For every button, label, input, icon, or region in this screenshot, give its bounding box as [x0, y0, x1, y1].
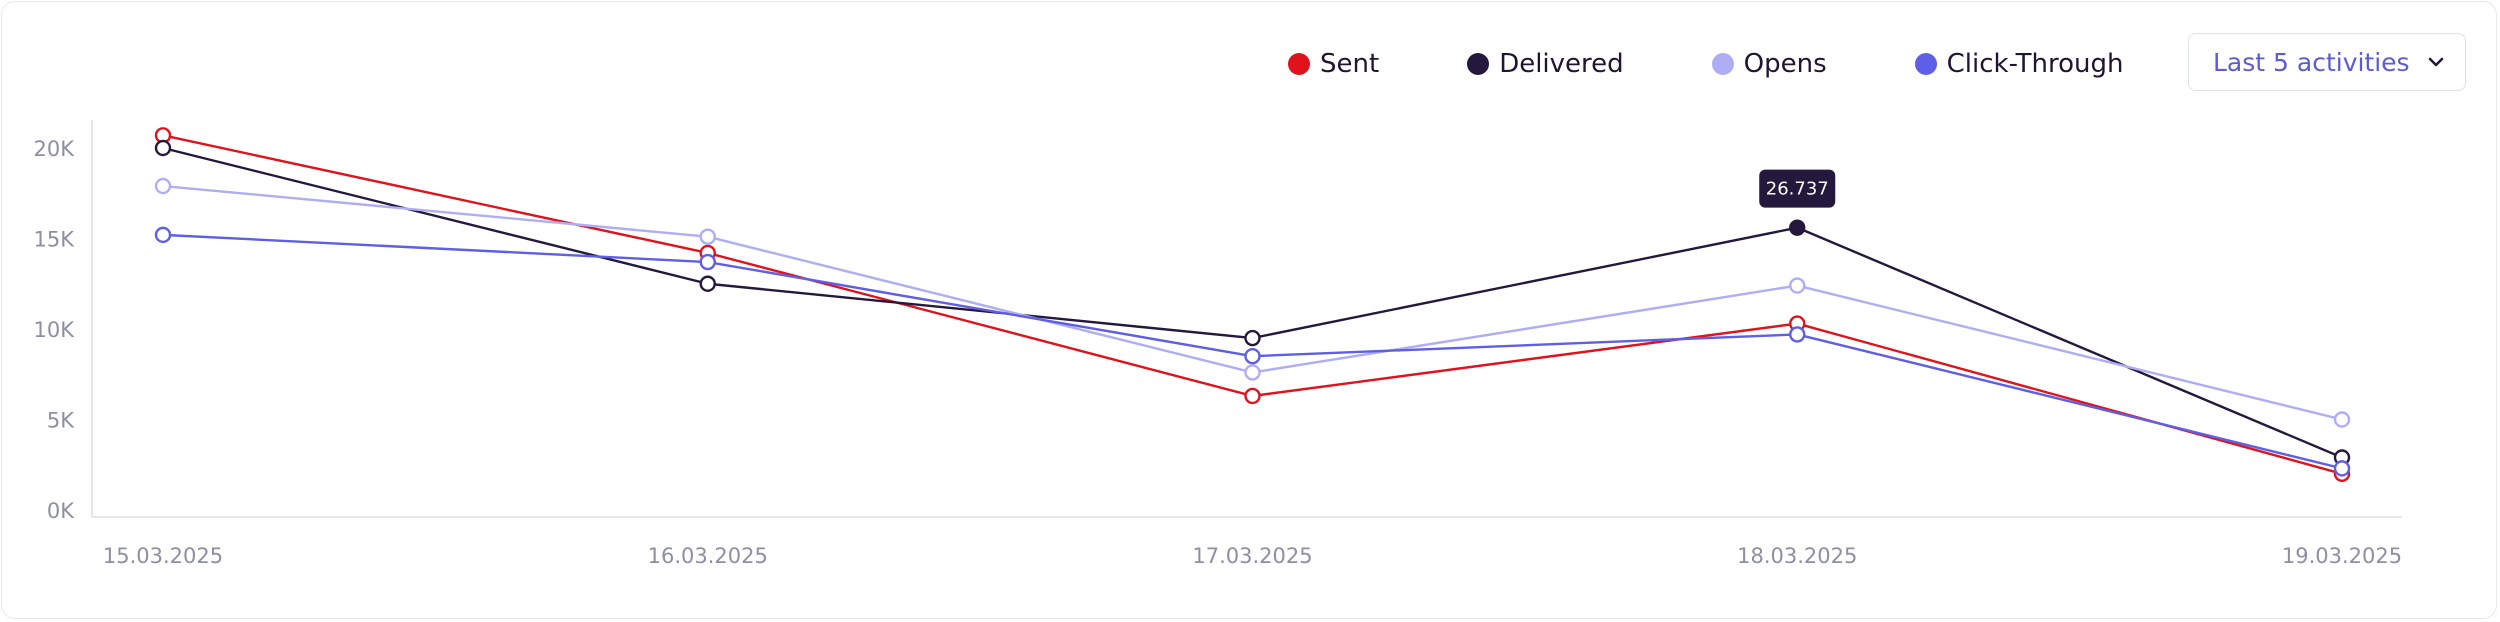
- chart-legend: Sent Delivered Opens Click-Through: [1288, 44, 2123, 84]
- legend-label: Delivered: [1499, 49, 1624, 79]
- data-point-click-through[interactable]: [699, 253, 716, 271]
- series-sent: [154, 127, 2351, 482]
- legend-item-delivered[interactable]: Delivered: [1467, 49, 1624, 79]
- tooltip: 26.737: [1759, 169, 1836, 208]
- legend-item-sent[interactable]: Sent: [1288, 49, 1379, 79]
- series-line-delivered: [162, 146, 2343, 459]
- series-line-sent: [162, 134, 2343, 475]
- x-tick-label: 19.03.2025: [2282, 544, 2402, 568]
- tooltip-layer: 26.737: [1759, 169, 1836, 208]
- x-tick-label: 17.03.2025: [1192, 544, 1312, 568]
- legend-dot: [1711, 53, 1734, 75]
- y-tick-label: 5K: [47, 409, 75, 433]
- series-layer: [154, 127, 2351, 482]
- data-point-click-through[interactable]: [154, 226, 172, 244]
- tooltip-box: [1759, 169, 1836, 208]
- data-point-delivered[interactable]: [154, 139, 172, 157]
- data-point-delivered[interactable]: [1789, 219, 1806, 236]
- legend-item-click-through[interactable]: Click-Through: [1914, 49, 2124, 79]
- data-point-opens[interactable]: [154, 177, 172, 195]
- data-point-opens[interactable]: [1244, 364, 1261, 381]
- legend-dot: [1467, 53, 1490, 75]
- legend-label: Click-Through: [1946, 49, 2124, 79]
- legend-dot: [1914, 53, 1937, 75]
- data-point-opens[interactable]: [1789, 277, 1806, 294]
- legend-item-opens[interactable]: Opens: [1711, 49, 1827, 79]
- y-tick-label: 10K: [34, 318, 76, 342]
- y-tick-label: 20K: [34, 137, 76, 161]
- x-tick-label: 16.03.2025: [648, 544, 768, 568]
- data-point-click-through[interactable]: [1789, 326, 1806, 343]
- data-point-sent[interactable]: [1244, 387, 1261, 405]
- data-point-delivered[interactable]: [699, 275, 716, 292]
- dropdown-label: Last 5 activities: [2213, 47, 2410, 77]
- data-point-click-through[interactable]: [1244, 347, 1261, 365]
- legend-label: Opens: [1743, 49, 1827, 79]
- data-point-opens[interactable]: [2333, 411, 2351, 428]
- activities-dropdown[interactable]: Last 5 activities: [2188, 33, 2466, 91]
- y-tick-label: 0K: [47, 499, 75, 523]
- x-tick-label: 15.03.2025: [103, 544, 223, 568]
- chevron-down-icon: [2428, 57, 2444, 67]
- x-tick-label: 18.03.2025: [1737, 544, 1857, 568]
- legend-label: Sent: [1320, 49, 1380, 79]
- data-point-opens[interactable]: [699, 228, 716, 245]
- chart-axes: 0K 5K 10K 15K 20K 15.03.2025 16.03.2025 17.03.2…: [34, 120, 2402, 568]
- y-tick-label: 15K: [34, 228, 76, 252]
- tooltip-value: 26.737: [1766, 179, 1829, 200]
- series-delivered: [154, 139, 2351, 466]
- data-point-click-through[interactable]: [2333, 460, 2351, 477]
- data-point-delivered[interactable]: [1244, 329, 1261, 347]
- series-opens: [154, 177, 2351, 428]
- legend-dot: [1288, 53, 1310, 75]
- series-click-through: [154, 226, 2351, 477]
